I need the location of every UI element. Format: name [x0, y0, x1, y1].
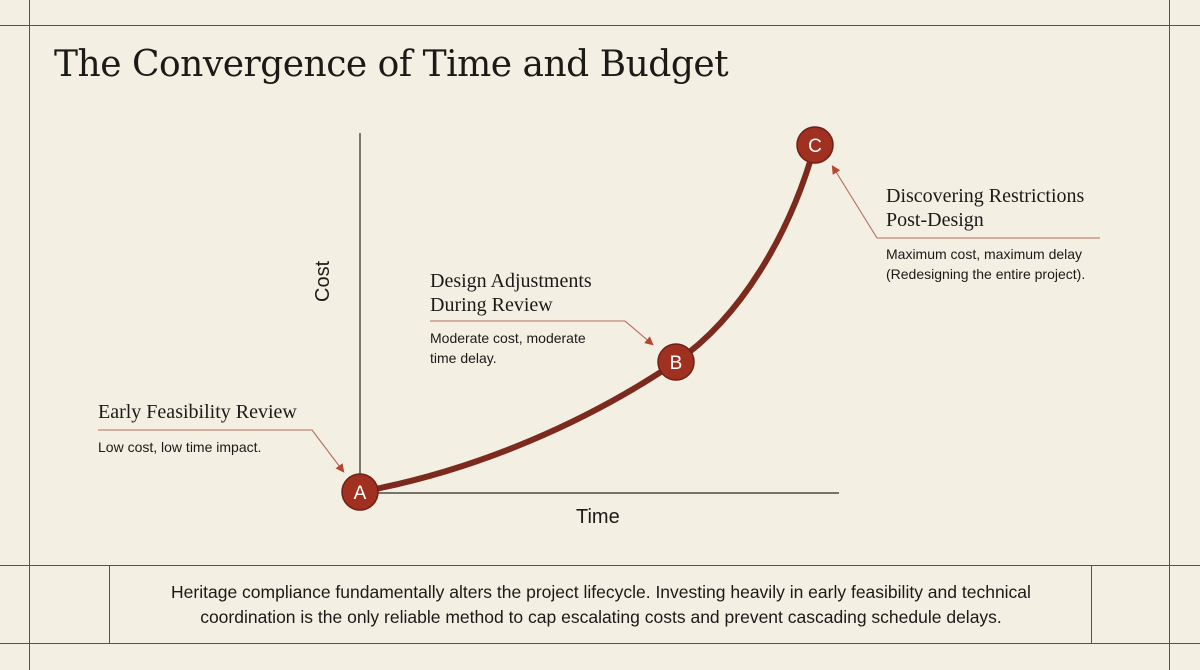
marker-c: C: [796, 126, 834, 164]
annotation-b-title-line1: Design Adjustments: [430, 270, 592, 292]
footer-summary: Heritage compliance fundamentally alters…: [112, 580, 1090, 630]
y-axis-label: Cost: [312, 260, 334, 302]
frame-top-rule: [0, 25, 1200, 26]
footer-summary-line1: Heritage compliance fundamentally alters…: [171, 582, 1031, 602]
footer-right-divider: [1091, 565, 1092, 643]
connector-c: [831, 165, 1100, 239]
marker-b-label: B: [670, 353, 683, 374]
annotation-c-description-line1: Maximum cost, maximum delay: [886, 246, 1083, 262]
frame-footer-bottom-rule: [0, 643, 1200, 644]
marker-b: B: [657, 343, 695, 381]
frame-footer-top-rule: [0, 565, 1200, 566]
connector-a: [98, 429, 345, 473]
marker-a-label: A: [354, 483, 367, 504]
frame-right-border: [1169, 0, 1170, 670]
connector-b: [430, 320, 654, 346]
annotation-b-description: Moderate cost, moderate time delay.: [430, 328, 586, 368]
annotation-b-description-line1: Moderate cost, moderate: [430, 330, 586, 346]
annotation-c-title: Discovering Restrictions Post-Design: [886, 184, 1084, 232]
marker-a: A: [341, 473, 379, 511]
marker-c-label: C: [808, 136, 822, 157]
annotation-b-title-line2: During Review: [430, 294, 553, 316]
cost-curve: [357, 142, 818, 495]
x-axis-label: Time: [576, 506, 620, 528]
annotation-c-description: Maximum cost, maximum delay (Redesigning…: [886, 244, 1085, 284]
annotation-b-title: Design Adjustments During Review: [430, 269, 592, 317]
frame-left-border: [29, 0, 30, 670]
footer-summary-line2: coordination is the only reliable method…: [200, 607, 1002, 627]
annotation-c-description-line2: (Redesigning the entire project).: [886, 266, 1086, 282]
annotation-c-title-line2: Post-Design: [886, 209, 984, 231]
annotation-a-description: Low cost, low time impact.: [98, 439, 262, 455]
annotation-c-title-line1: Discovering Restrictions: [886, 185, 1085, 207]
annotation-a-title: Early Feasibility Review: [98, 401, 297, 423]
annotation-b-description-line2: time delay.: [430, 350, 497, 366]
page-title: The Convergence of Time and Budget: [54, 44, 729, 85]
footer-left-divider: [109, 565, 110, 643]
